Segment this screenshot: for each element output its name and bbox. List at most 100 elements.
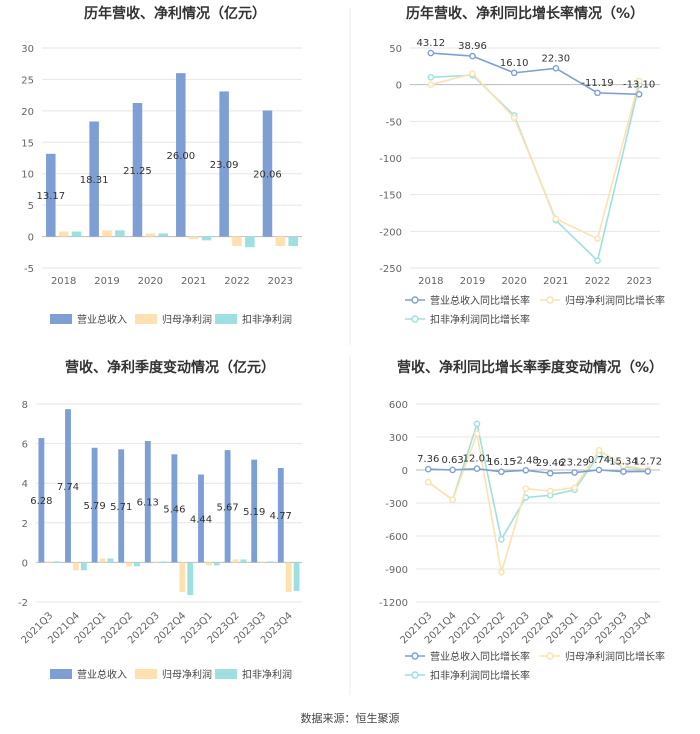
y-tick-label: -150 — [379, 191, 402, 202]
data-label: 43.12 — [417, 38, 446, 49]
point-parent — [571, 484, 578, 491]
chart-1: 历年营收、净利情况（亿元） -5 0 5 10 15 20 25 30 2018 2019 2020 2… — [21, 5, 302, 326]
bar-deduct — [293, 562, 300, 592]
data-label: 26.00 — [166, 151, 195, 162]
chart-title: 营收、净利季度变动情况（亿元） — [65, 359, 275, 376]
legend-marker-deduct — [411, 671, 419, 679]
y-tick-label: 10 — [21, 170, 34, 181]
point-parent — [522, 485, 530, 493]
bar-deduct — [158, 233, 168, 237]
x-tick-label: 2019 — [94, 276, 119, 287]
source-note: 数据来源：恒生聚源 — [301, 711, 400, 725]
y-tick-label: -100 — [379, 154, 402, 165]
legend-label-revenue: 营业总收入 — [77, 668, 127, 681]
point-parent — [449, 496, 456, 504]
legend-label-parent: 归母净利润同比增长率 — [565, 650, 665, 663]
legend-marker-deduct — [411, 315, 419, 323]
point-parent — [552, 215, 560, 223]
chart-4: 营收、净利同比增长率季度变动情况（%） -1200 -900 -600 -300 0 300… — [379, 359, 665, 682]
x-tick-label: 2023 — [268, 276, 293, 287]
bar-revenue — [118, 449, 125, 563]
data-label: 23.09 — [210, 160, 239, 171]
y-tick-label: 0 — [402, 466, 408, 477]
x-tick-label: 2022 — [585, 276, 610, 287]
point-revenue — [620, 468, 627, 475]
data-label: 21.25 — [123, 166, 152, 177]
bar-parent — [285, 562, 292, 593]
bar-revenue — [144, 441, 151, 563]
data-label: 18.31 — [80, 175, 109, 186]
y-tick-label: 20 — [21, 107, 34, 118]
data-label: 6.28 — [30, 496, 52, 507]
x-tick-label: 2019 — [460, 276, 485, 287]
data-label: 5.46 — [163, 504, 185, 515]
point-deduct — [594, 257, 601, 264]
bar-revenue — [224, 450, 231, 563]
x-tick-label: 2021 — [181, 276, 206, 287]
legend-marker-revenue — [411, 296, 419, 304]
y-tick-label: -300 — [385, 499, 408, 510]
bar-parent — [232, 559, 239, 563]
point-parent — [546, 487, 554, 495]
bar-revenue — [219, 91, 229, 237]
bar-revenue — [171, 454, 178, 563]
y-tick-label: 0 — [28, 233, 34, 244]
chart-title: 历年营收、净利情况（亿元） — [84, 5, 266, 22]
bar-revenue — [277, 467, 284, 563]
legend-label-deduct: 扣非净利润 — [242, 668, 292, 681]
y-tick-label: -200 — [379, 227, 402, 238]
data-label: 5.67 — [216, 502, 238, 513]
data-label: 29.46 — [536, 458, 565, 469]
bar-deduct — [245, 236, 255, 248]
legend-label-deduct: 扣非净利润同比增长率 — [430, 669, 530, 682]
point-revenue — [571, 469, 578, 476]
bar-parent — [99, 558, 106, 563]
legend-marker-parent — [546, 652, 554, 660]
legend-swatch-deduct — [215, 314, 237, 324]
legend-swatch-parent — [135, 669, 157, 679]
y-tick-label: 30 — [21, 44, 34, 55]
point-revenue — [427, 49, 435, 57]
data-label: 22.30 — [542, 53, 571, 64]
bar-parent — [188, 236, 199, 240]
point-parent — [620, 462, 627, 469]
data-label: 15.34 — [609, 457, 638, 468]
data-label: 5.71 — [110, 502, 132, 513]
bar-deduct — [134, 562, 140, 567]
y-tick-label: 2 — [22, 519, 28, 530]
y-tick-label: 600 — [389, 400, 408, 411]
point-revenue — [522, 466, 530, 474]
line-parent — [430, 72, 640, 240]
point-parent — [510, 114, 518, 121]
bar-revenue — [38, 438, 45, 563]
point-deduct — [498, 536, 505, 543]
line-deduct — [427, 420, 648, 542]
legend-label-revenue: 营业总收入同比增长率 — [430, 294, 530, 307]
x-tick-label: 2018 — [418, 276, 443, 287]
chart-3: 营收、净利季度变动情况（亿元）-2024682021Q32021Q42022Q1… — [18, 359, 302, 681]
data-label: 5.79 — [83, 501, 105, 512]
data-label: -2.48 — [513, 455, 539, 466]
bar-parent — [205, 562, 212, 566]
legend[interactable]: 营业总收入 归母净利润 扣非净利润 — [50, 668, 292, 681]
data-label: -11.19 — [581, 78, 613, 89]
bar-deduct — [107, 558, 114, 563]
data-label: 12.01 — [463, 454, 492, 465]
data-label: 6.13 — [137, 498, 159, 509]
x-tick-label: 2023 — [626, 276, 651, 287]
x-tick-label: 2018 — [51, 276, 76, 287]
data-label: 23.29 — [560, 458, 589, 469]
legend-label-revenue: 营业总收入同比增长率 — [430, 650, 530, 663]
bar-revenue — [198, 474, 204, 563]
bar-deduct — [240, 559, 247, 563]
legend-swatch-revenue — [50, 314, 72, 324]
y-tick-label: 300 — [389, 433, 408, 444]
point-parent — [635, 77, 643, 85]
legend-label-parent: 归母净利润 — [162, 668, 212, 681]
y-tick-label: 8 — [22, 400, 28, 411]
bar-parent — [102, 230, 112, 237]
legend[interactable]: 营业总收入 归母净利润 扣非净利润 — [50, 313, 292, 326]
legend-swatch-deduct — [215, 669, 237, 679]
